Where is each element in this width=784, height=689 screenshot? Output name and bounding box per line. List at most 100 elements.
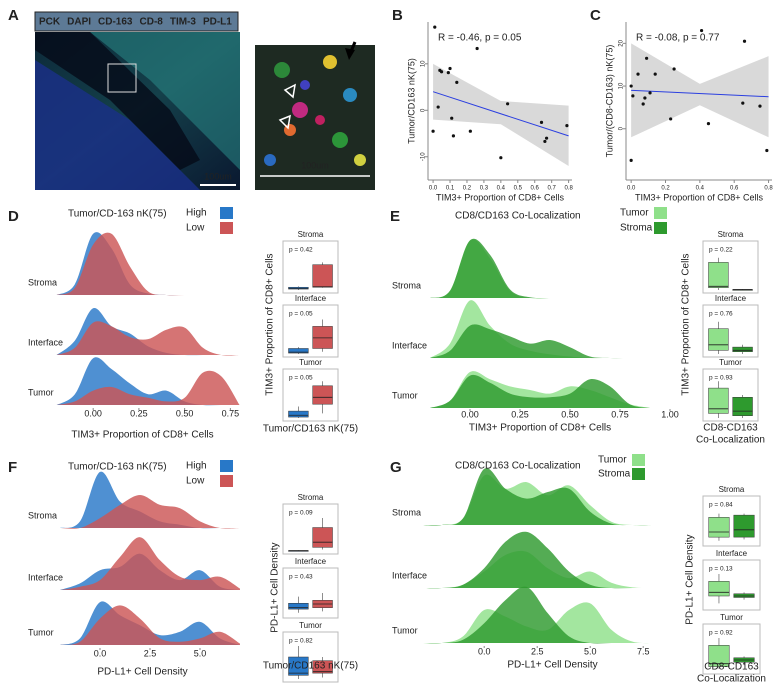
p-value: p = 0.05 — [289, 375, 313, 382]
panel-letter: F — [8, 459, 17, 476]
point — [641, 102, 645, 106]
legend-swatch — [654, 222, 667, 234]
p-value: p = 0.76 — [709, 311, 733, 318]
box — [732, 346, 753, 352]
row-label: Interface — [28, 572, 63, 582]
channel-label: PD-L1 — [203, 17, 232, 28]
legend-title: CD8/CD163 Co-Localization — [455, 211, 581, 222]
box — [288, 286, 309, 290]
x-tick-label: 0.4 — [696, 186, 705, 192]
facet-title: Interface — [295, 294, 327, 303]
density — [56, 321, 240, 356]
legend-title: Tumor/CD-163 nK(75) — [68, 209, 167, 220]
row-label: Interface — [28, 337, 63, 347]
density — [430, 374, 650, 408]
legend-label: Low — [186, 223, 205, 234]
legend-label: Tumor — [598, 455, 627, 466]
panel-letter: G — [390, 459, 402, 476]
x-tick-label: 1.00 — [661, 409, 679, 419]
x-tick-label: 0.6 — [531, 186, 540, 192]
point — [565, 124, 569, 128]
x-tick-label: 0.7 — [547, 186, 556, 192]
x-axis-label: TIM3+ Proportion of CD8+ Cells — [71, 430, 213, 441]
p-value: p = 0.22 — [709, 247, 733, 254]
box — [312, 660, 333, 674]
point — [544, 136, 549, 140]
legend-swatch — [654, 207, 667, 219]
point — [669, 117, 673, 121]
facet-title: Interface — [716, 549, 748, 558]
x-axis-label: PD-L1+ Cell Density — [97, 667, 187, 678]
facet-title: Tumor — [299, 621, 322, 630]
facet-title: Stroma — [719, 485, 745, 494]
point — [645, 56, 649, 60]
density — [430, 238, 650, 299]
box — [708, 262, 729, 288]
legend-label: Stroma — [620, 223, 653, 234]
x-tick-label: 0.75 — [222, 408, 240, 418]
p-value: p = 0.43 — [289, 574, 313, 581]
facet-title: Tumor — [720, 613, 743, 622]
point — [446, 71, 450, 75]
x-tick-label: 0.50 — [176, 408, 194, 418]
p-value: p = 0.93 — [709, 375, 733, 382]
micrograph-inset — [255, 41, 375, 190]
density — [60, 605, 240, 645]
legend-title: Tumor/CD-163 nK(75) — [68, 462, 167, 473]
density — [60, 495, 240, 529]
legend-swatch — [632, 468, 645, 480]
legend-label: Tumor — [620, 208, 649, 219]
channel-legend — [34, 11, 239, 32]
x-tick-label: 0.0 — [627, 186, 636, 192]
y-tick-label: 0 — [619, 126, 625, 130]
fit-line — [432, 91, 569, 137]
point — [468, 129, 472, 133]
y-tick-label: 0 — [421, 108, 427, 112]
x-tick-label: 5.0 — [584, 646, 597, 656]
y-axis-label: Tumor/(CD8-CD163) nK(75) — [604, 45, 614, 158]
facet-title: Tumor — [719, 358, 742, 367]
legend-title: CD8/CD163 Co-Localization — [455, 461, 581, 472]
x-tick-label: 5.0 — [194, 648, 207, 658]
annotation: R = -0.08, p = 0.77 — [636, 33, 720, 44]
y-tick-label: 10 — [619, 82, 625, 89]
x-tick-label: 0.8 — [764, 186, 773, 192]
x-tick-label: 0.6 — [730, 186, 739, 192]
box — [708, 328, 729, 351]
p-value: p = 0.42 — [289, 247, 313, 254]
box — [708, 581, 730, 597]
panel-letter: A — [8, 7, 19, 24]
row-label: Stroma — [28, 510, 57, 520]
row-label: Tumor — [28, 627, 54, 637]
x-axis-label: TIM3+ Proportion of CD8+ Cells — [469, 423, 611, 434]
point — [699, 28, 704, 33]
x-axis-label: CD8-CD163 — [704, 662, 759, 673]
x-axis-label: Co-Localization — [696, 435, 765, 446]
box — [288, 603, 309, 610]
point — [506, 102, 510, 106]
row-label: Stroma — [28, 277, 57, 287]
fit-line — [631, 89, 769, 98]
facet-title: Stroma — [298, 493, 324, 502]
point — [653, 72, 657, 76]
x-tick-label: 0.50 — [561, 409, 579, 419]
x-tick-label: 0.2 — [463, 186, 472, 192]
legend-label: High — [186, 208, 207, 219]
facet-title: Stroma — [718, 230, 744, 239]
channel-label: CD-163 — [98, 17, 133, 28]
y-axis-label: Tumor/CD163 nK(75) — [406, 58, 416, 144]
density — [60, 537, 240, 590]
x-tick-label: 0.5 — [514, 186, 523, 192]
y-tick-label: 10 — [421, 60, 427, 67]
panel-letter: B — [392, 7, 403, 24]
x-tick-label: 0.00 — [461, 409, 479, 419]
point — [672, 67, 676, 71]
y-axis-label: PD-L1+ Cell Density — [685, 534, 696, 624]
point — [433, 25, 437, 29]
row-label: Stroma — [392, 507, 421, 517]
point — [765, 148, 769, 153]
point — [741, 101, 745, 105]
scale-bar-label: 100um — [204, 171, 232, 181]
box — [288, 656, 309, 676]
x-tick-label: 2.5 — [531, 646, 544, 656]
